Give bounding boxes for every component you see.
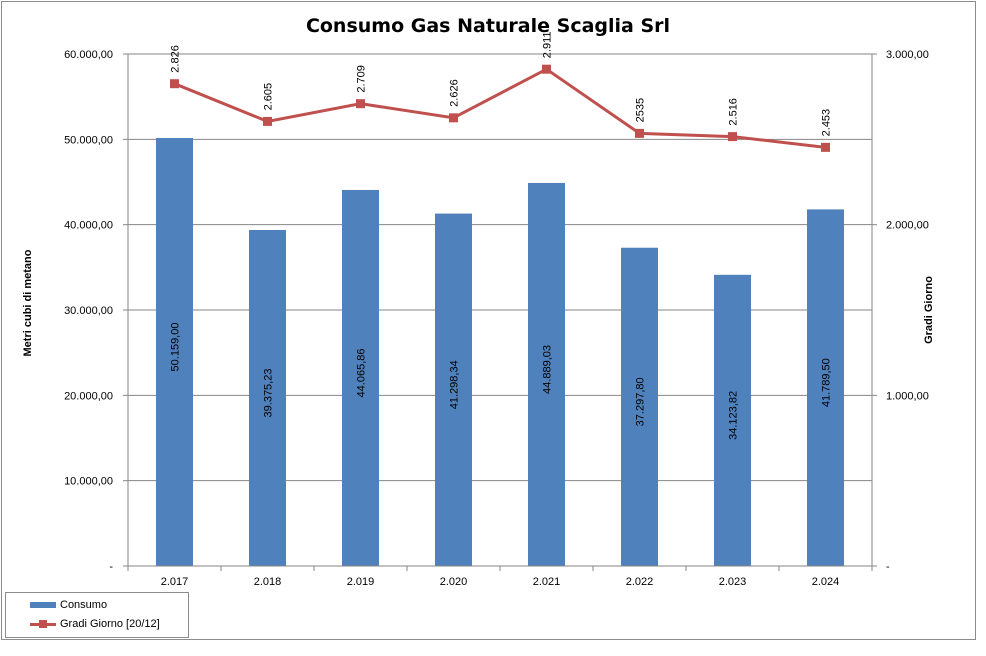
bar: [621, 247, 658, 566]
bar: [528, 182, 565, 566]
bar: [156, 137, 193, 566]
bar: [435, 213, 472, 566]
y-tick-label: 10.000,00: [64, 476, 113, 488]
line-marker: [542, 64, 551, 74]
y-axis-title: Metri cubi di metano: [22, 249, 34, 356]
legend-item-gradi-giorno: Gradi Giorno [20/12]: [6, 615, 160, 633]
y2-axis-title: Gradi Giorno: [923, 276, 935, 344]
x-tick-label: 2.023: [719, 576, 747, 588]
bar-value-label: 41.789,50: [821, 358, 833, 407]
bar-value-label: 37.297,80: [635, 377, 647, 426]
gradi-giorno-polyline: [173, 67, 826, 149]
line-marker: [356, 99, 365, 109]
gridlines: [128, 53, 872, 482]
consumo-bars: [156, 137, 844, 567]
y2-tick-label: -: [886, 561, 890, 573]
bar-value-label: 44.065,86: [356, 349, 368, 398]
line-marker: [170, 79, 179, 89]
x-tick-label: 2.019: [347, 576, 375, 588]
y-tick-label: 20.000,00: [64, 390, 113, 402]
chart-title: Consumo Gas Naturale Scaglia Srl: [306, 15, 670, 37]
bar-value-label: 44.889,03: [542, 345, 554, 394]
bar: [249, 229, 286, 566]
line-value-label: 2.826: [170, 45, 182, 73]
y-tick-label: 50.000,00: [64, 134, 113, 146]
bar-value-label: 50.159,00: [170, 323, 182, 372]
bar-value-label: 39.375,23: [263, 369, 275, 418]
line-value-label: 2.605: [263, 83, 275, 111]
line-marker: [728, 132, 737, 142]
y-tick-label: 30.000,00: [64, 305, 113, 317]
line-value-label: 2.626: [449, 79, 461, 107]
line-marker: [821, 142, 830, 152]
line-marker: [449, 113, 458, 123]
line-value-label: 2535: [635, 98, 647, 122]
legend: Consumo Gradi Giorno [20/12]: [5, 592, 189, 638]
line-value-label: 2.516: [728, 98, 740, 126]
line-value-label: 2.453: [821, 109, 833, 137]
bar: [807, 209, 844, 566]
bar-value-label: 41.298,34: [449, 360, 461, 409]
bar: [342, 189, 379, 567]
bar-value-label: 34.123,82: [728, 391, 740, 440]
x-tick-label: 2.022: [626, 576, 654, 588]
y-tick-label: 40.000,00: [64, 220, 113, 232]
line-value-label: 2.709: [356, 65, 368, 93]
y2-tick-label: 1.000,00: [886, 390, 929, 402]
legend-line-swatch: [30, 619, 56, 628]
line-value-label: 2.911: [542, 31, 554, 58]
legend-label-gradi-giorno: Gradi Giorno [20/12]: [60, 618, 160, 630]
x-tick-label: 2.020: [440, 576, 468, 588]
y-tick-label: 60.000,00: [64, 49, 113, 61]
y2-tick-label: 3.000,00: [886, 49, 929, 61]
bar: [714, 274, 751, 566]
data-labels: 50.159,00 39.375,23 44.065,86 41.298,34 44.8…: [170, 31, 833, 439]
axes: - 10.000,00 20.000,00 30.000,00 40.000,00 50.…: [64, 49, 929, 588]
legend-label-consumo: Consumo: [60, 599, 108, 611]
x-tick-label: 2.021: [533, 576, 561, 588]
gradi-giorno-line: [170, 64, 830, 152]
y2-tick-label: 2.000,00: [886, 220, 929, 232]
x-tick-label: 2.018: [254, 576, 282, 588]
y-tick-label: -: [109, 561, 113, 573]
line-marker: [263, 116, 272, 126]
x-tick-label: 2.024: [812, 576, 840, 588]
x-tick-label: 2.017: [161, 576, 189, 588]
legend-item-consumo: Consumo: [6, 596, 107, 614]
legend-bar-swatch: [30, 602, 56, 608]
line-marker: [635, 128, 644, 138]
